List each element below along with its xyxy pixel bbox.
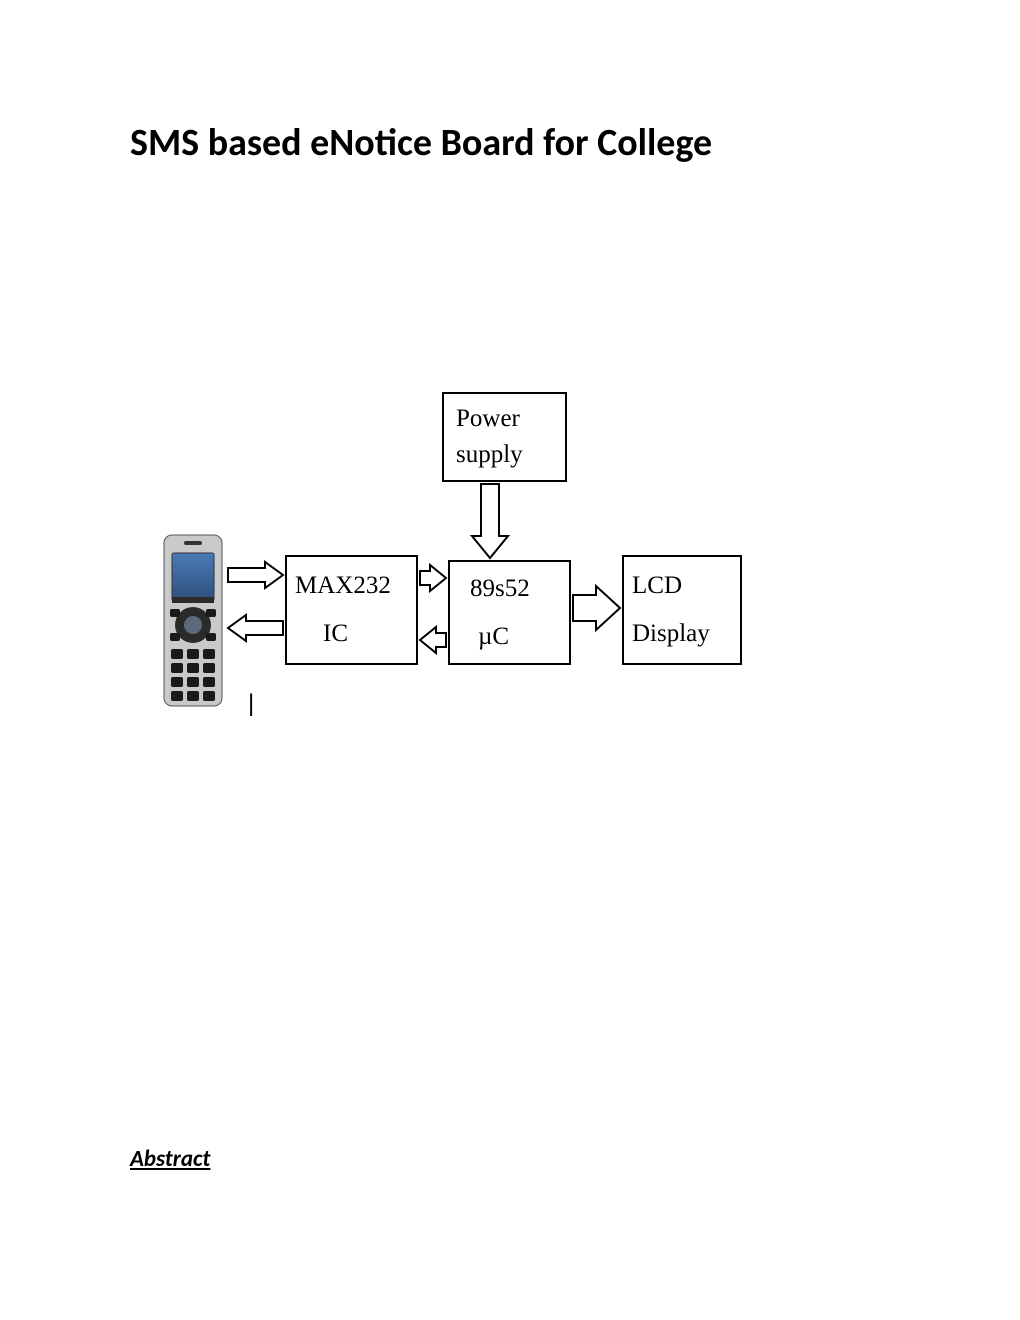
- arrow-max_to_phone_bottom: [228, 615, 283, 641]
- abstract-heading: Abstract: [130, 1145, 210, 1173]
- document-page: SMS based eNotice Board for College Powe…: [0, 0, 1020, 1320]
- arrow-mcu_to_max_bottom: [420, 627, 446, 653]
- arrow-phone_to_max_top: [228, 562, 283, 588]
- arrow-mcu_to_lcd: [573, 586, 620, 630]
- arrow-max_to_mcu_top: [420, 565, 446, 591]
- diagram-arrows: [0, 0, 1020, 1320]
- arrow-power_to_mcu: [472, 484, 508, 558]
